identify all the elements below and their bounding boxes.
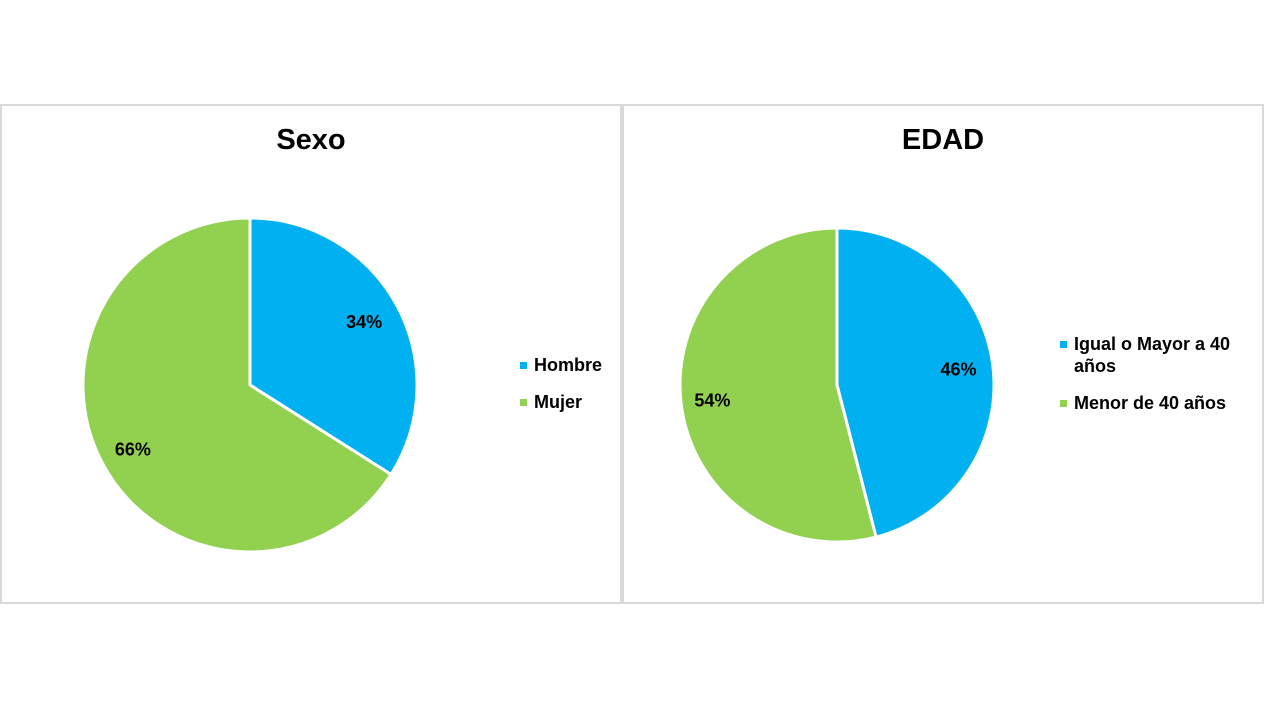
legend-swatch — [520, 399, 527, 406]
pie-chart-edad: 46% 54% — [678, 226, 996, 544]
legend-swatch — [1060, 341, 1067, 348]
data-label: 66% — [115, 439, 151, 459]
legend-item-hombre: Hombre — [520, 354, 620, 376]
legend-label: Menor de 40 años — [1074, 393, 1227, 413]
legend-item-igual-o-mayor-a-40: Igual o Mayor a 40 años — [1060, 333, 1250, 377]
legend-label: Igual o Mayor a 40 años — [1074, 334, 1231, 376]
legend-item-mujer: Mujer — [520, 391, 620, 413]
pie-slice-menor-de-40-a-os — [678, 226, 878, 544]
legend: Hombre Mujer — [520, 354, 620, 428]
pie-slice-mujer — [81, 216, 393, 554]
chart-title: Sexo — [276, 124, 346, 156]
legend-label: Hombre — [534, 355, 603, 375]
legend-item-menor-de-40: Menor de 40 años — [1060, 392, 1250, 414]
legend-label: Mujer — [534, 392, 583, 412]
pie-chart-sexo: 34% 66% — [81, 216, 419, 554]
legend-swatch — [520, 362, 527, 369]
chart-title: EDAD — [901, 124, 985, 156]
data-label: 54% — [694, 391, 730, 411]
data-label: 34% — [346, 312, 382, 332]
chart-panel-sexo: Sexo 34% 66% Hombre Mujer — [0, 104, 622, 604]
legend: Igual o Mayor a 40 años Menor de 40 años — [1060, 333, 1250, 429]
pie-slice-igual-o-mayor-a-40-a-os — [835, 226, 996, 539]
chart-panel-edad: EDAD 46% 54% Igual o Mayor a 40 años Meno… — [622, 104, 1264, 604]
legend-swatch — [1060, 400, 1067, 407]
data-label: 46% — [940, 360, 976, 380]
